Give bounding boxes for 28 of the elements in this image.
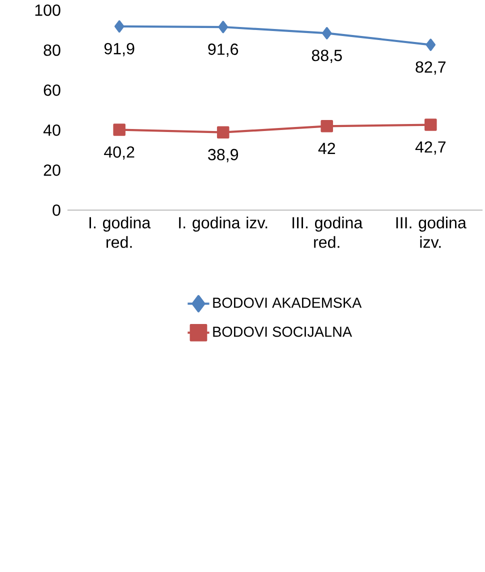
legend-label: BODOVI AKADEMSKA (213, 298, 362, 308)
y-tick-label: 0 (52, 204, 61, 216)
y-tick-label: 80 (44, 44, 61, 56)
data-label: 91,6 (208, 44, 238, 57)
x-tick-label: I. godina izv. (179, 216, 268, 232)
point (320, 120, 334, 132)
data-label: 88,5 (312, 50, 342, 64)
data-label: 82,7 (416, 61, 446, 75)
point (322, 27, 332, 40)
point (217, 126, 230, 139)
x-tick-label: III. godina red. (292, 216, 363, 248)
data-label: 42 (318, 142, 336, 154)
point (114, 20, 124, 33)
point (113, 124, 126, 136)
legend-label: BODOVI SOCIJALNA (213, 326, 352, 337)
point (424, 118, 438, 131)
x-tick-label: III. godina izv. (396, 216, 467, 248)
y-tick-label: 20 (44, 164, 61, 176)
y-tick-label: 100 (36, 4, 61, 16)
x-tick-label: I. godina red. (90, 216, 151, 248)
data-label: 40,2 (104, 146, 134, 160)
point (426, 38, 436, 51)
data-label: 38,9 (208, 148, 238, 162)
y-tick-label: 60 (44, 84, 61, 96)
y-tick-label: 40 (44, 124, 61, 136)
point (218, 20, 228, 34)
data-label: 42,7 (416, 141, 446, 155)
data-label: 91,9 (104, 42, 134, 56)
